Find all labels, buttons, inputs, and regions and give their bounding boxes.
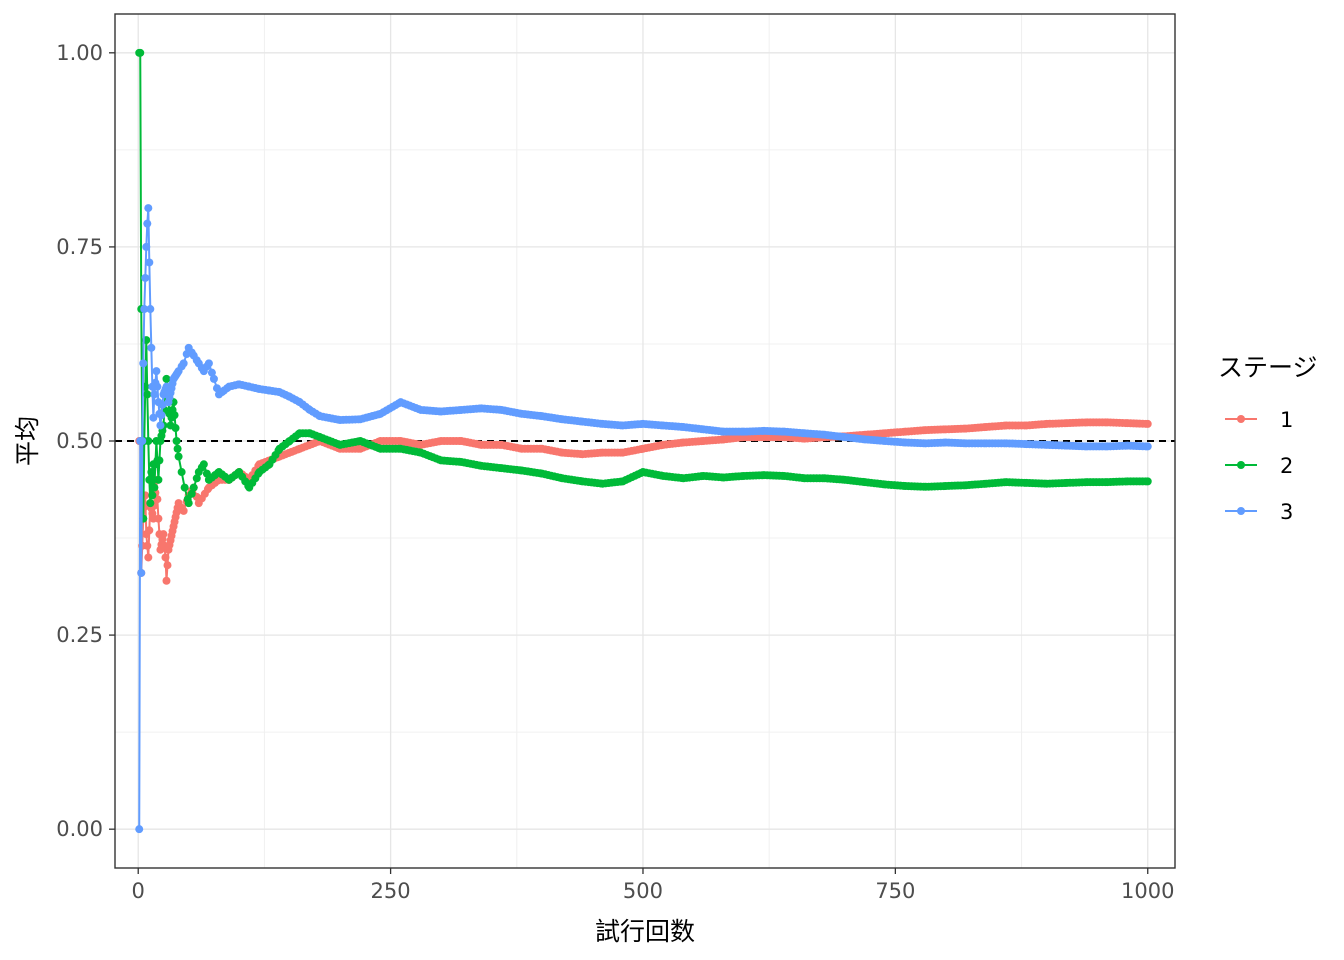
data-point — [135, 825, 144, 834]
legend-item-3: 3 — [1225, 500, 1293, 524]
y-tick-label: 0.00 — [56, 817, 103, 841]
x-axis-title: 試行回数 — [595, 917, 695, 946]
data-point — [150, 483, 159, 492]
data-point — [147, 343, 156, 352]
x-tick-label: 250 — [371, 879, 411, 903]
x-tick-label: 500 — [623, 879, 663, 903]
y-tick-label: 0.50 — [56, 429, 103, 453]
data-point — [140, 305, 149, 314]
data-point — [162, 576, 171, 585]
data-point — [154, 514, 163, 523]
data-point — [199, 460, 208, 469]
data-point — [173, 444, 182, 453]
data-point — [144, 553, 153, 562]
data-point — [143, 219, 152, 228]
data-point — [189, 483, 198, 492]
data-point — [177, 468, 186, 477]
data-point — [1143, 442, 1152, 451]
data-point — [145, 526, 154, 535]
y-tick-label: 0.25 — [56, 623, 103, 647]
data-point — [161, 553, 170, 562]
legend-label: 1 — [1280, 408, 1293, 432]
data-point — [158, 400, 167, 409]
data-point — [159, 530, 168, 539]
data-point — [184, 499, 193, 508]
data-point — [179, 359, 188, 368]
data-point — [153, 382, 162, 391]
data-point — [180, 483, 189, 492]
data-point — [170, 411, 179, 420]
data-point — [143, 541, 152, 550]
x-tick-label: 0 — [132, 879, 145, 903]
data-point — [155, 456, 164, 465]
y-axis-title: 平均 — [13, 416, 42, 466]
data-point — [171, 424, 180, 433]
data-point — [137, 568, 146, 577]
data-point — [209, 374, 218, 383]
data-point — [139, 359, 148, 368]
data-point — [192, 474, 201, 483]
data-point — [1143, 419, 1152, 428]
legend-item-1: 1 — [1225, 408, 1293, 432]
data-point — [145, 258, 154, 267]
x-tick-label: 750 — [875, 879, 915, 903]
legend-item-2: 2 — [1225, 454, 1293, 478]
data-point — [144, 204, 153, 213]
x-tick-label: 1000 — [1121, 879, 1174, 903]
data-point — [141, 273, 150, 282]
data-point — [150, 390, 159, 399]
data-point — [187, 489, 196, 498]
data-point — [146, 305, 155, 314]
data-point — [157, 411, 166, 420]
data-point — [138, 437, 147, 445]
data-point — [156, 421, 165, 430]
x-axis: 0 250 500 750 1000 — [132, 868, 1174, 903]
legend-key-point — [1237, 507, 1245, 515]
data-point — [145, 475, 154, 484]
data-point — [207, 368, 216, 377]
data-point — [144, 437, 153, 445]
legend-label: 2 — [1280, 454, 1293, 478]
data-point — [142, 242, 151, 251]
data-point — [149, 413, 158, 422]
data-point — [172, 437, 181, 445]
data-point — [204, 359, 213, 368]
data-point — [146, 499, 155, 508]
series-layer — [135, 48, 1152, 834]
data-point — [143, 390, 152, 399]
y-tick-label: 0.75 — [56, 235, 103, 259]
y-axis: 0.00 0.25 0.50 0.75 1.00 — [56, 41, 115, 841]
data-point — [136, 48, 145, 57]
data-point — [179, 506, 188, 515]
data-point — [174, 452, 183, 461]
series-3 — [135, 204, 1152, 834]
data-point — [163, 561, 172, 570]
data-point — [162, 374, 171, 383]
data-point — [152, 367, 161, 376]
y-tick-label: 1.00 — [56, 41, 103, 65]
data-point — [147, 468, 156, 477]
data-point — [148, 491, 157, 500]
legend-key-point — [1237, 415, 1245, 423]
legend-label: 3 — [1280, 500, 1293, 524]
legend-title: ステージ — [1218, 353, 1318, 382]
data-point — [1143, 477, 1152, 486]
legend-key-point — [1237, 461, 1245, 469]
legend: ステージ 1 2 3 — [1218, 353, 1318, 524]
data-point — [154, 475, 163, 484]
